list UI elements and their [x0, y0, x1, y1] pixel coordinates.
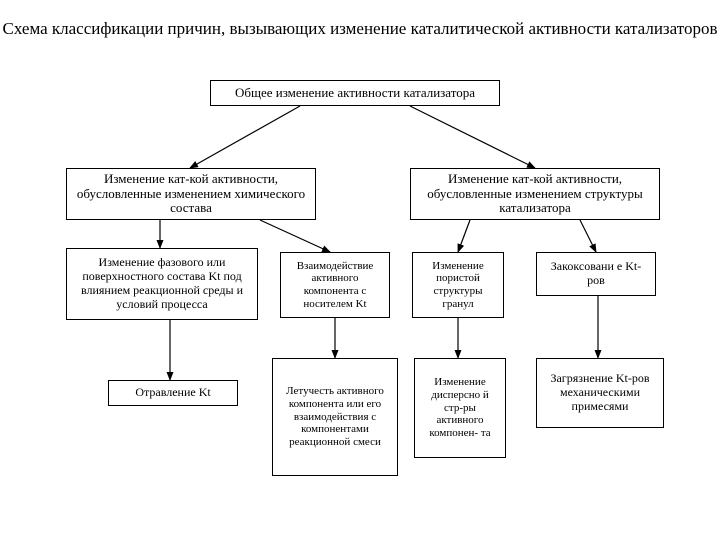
node-dispers-label: Изменение дисперсно й стр-ры активного к… [421, 376, 499, 439]
node-poison-label: Отравление Kt [135, 386, 210, 400]
node-volatility: Летучесть активного компонента или его в… [272, 358, 398, 476]
node-root-label: Общее изменение активности катализатора [235, 86, 475, 101]
node-right-main-label: Изменение кат-кой активности, обусловлен… [417, 172, 653, 217]
node-coking: Закоксовани е Kt-ров [536, 252, 656, 296]
node-phase: Изменение фазового или поверхностного со… [66, 248, 258, 320]
diagram-canvas: Схема классификации причин, вызывающих и… [0, 0, 720, 540]
node-interaction-label: Взаимодействие активного компонента с но… [287, 260, 383, 311]
node-dispers: Изменение дисперсно й стр-ры активного к… [414, 358, 506, 458]
node-interaction: Взаимодействие активного компонента с но… [280, 252, 390, 318]
node-porous: Изменение пористой структуры гранул [412, 252, 504, 318]
node-porous-label: Изменение пористой структуры гранул [419, 260, 497, 311]
node-poison: Отравление Kt [108, 380, 238, 406]
diagram-title: Схема классификации причин, вызывающих и… [0, 18, 720, 39]
node-contam-label: Загрязнение Kt-ров механическими примеся… [543, 372, 657, 413]
node-right-main: Изменение кат-кой активности, обусловлен… [410, 168, 660, 220]
node-phase-label: Изменение фазового или поверхностного со… [73, 256, 251, 311]
node-root: Общее изменение активности катализатора [210, 80, 500, 106]
node-volatility-label: Летучесть активного компонента или его в… [279, 385, 391, 448]
node-left-main-label: Изменение кат-кой активности, обусловлен… [73, 172, 309, 217]
node-coking-label: Закоксовани е Kt-ров [543, 260, 649, 288]
node-left-main: Изменение кат-кой активности, обусловлен… [66, 168, 316, 220]
node-contam: Загрязнение Kt-ров механическими примеся… [536, 358, 664, 428]
